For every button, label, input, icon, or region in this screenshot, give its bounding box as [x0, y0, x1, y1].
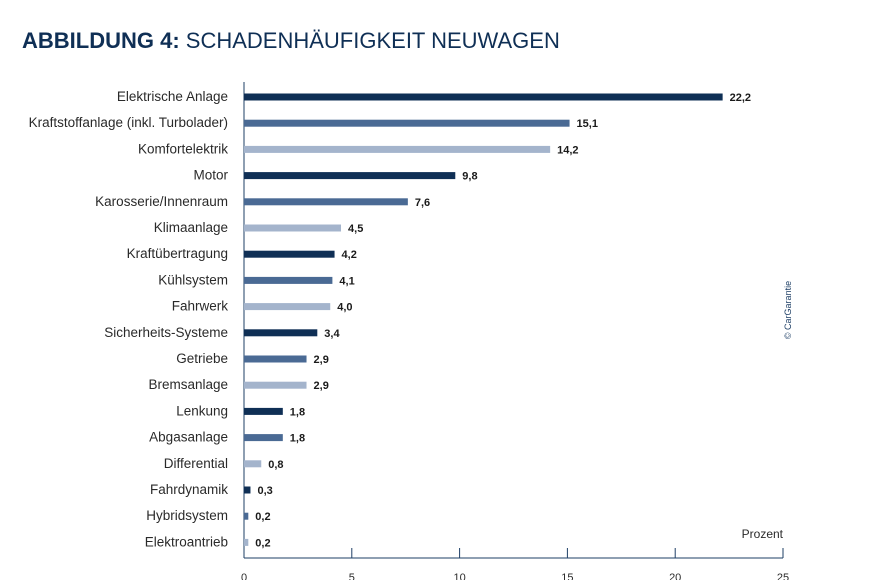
x-axis-unit-label: Prozent [742, 527, 784, 541]
bar [244, 145, 551, 153]
data-label: 2,9 [314, 380, 329, 392]
category-label: Lenkung [176, 403, 228, 418]
data-label: 0,8 [268, 459, 283, 471]
category-label: Elektroantrieb [145, 534, 228, 549]
bar [244, 172, 456, 180]
category-label: Fahrdynamik [150, 482, 228, 497]
x-tick-label: 5 [349, 572, 355, 580]
bar [244, 355, 307, 363]
category-label: Getriebe [176, 351, 228, 366]
category-label: Differential [164, 456, 228, 471]
x-tick-label: 10 [453, 572, 465, 580]
category-label: Klimaanlage [154, 220, 228, 235]
data-label: 7,6 [415, 197, 430, 209]
figure-number: ABBILDUNG 4: [22, 28, 180, 53]
category-label: Komfortelektrik [138, 141, 228, 156]
bar [244, 303, 331, 311]
category-label: Kraftstoffanlage (inkl. Turbolader) [29, 115, 228, 130]
data-label: 4,0 [337, 302, 352, 314]
data-label: 1,8 [290, 433, 305, 445]
x-tick-label: 20 [669, 572, 681, 580]
data-label: 3,4 [324, 328, 340, 340]
category-label: Bremsanlage [148, 377, 228, 392]
bar [244, 93, 723, 101]
data-label: 22,2 [730, 92, 751, 104]
data-label: 9,8 [462, 171, 477, 183]
chart-title: ABBILDUNG 4: SCHADENHÄUFIGKEIT NEUWAGEN [22, 28, 560, 54]
data-label: 0,2 [255, 537, 270, 549]
copyright-note: © CarGarantie [783, 280, 793, 340]
x-tick-label: 25 [777, 572, 789, 580]
bar [244, 434, 283, 442]
data-label: 4,2 [342, 249, 357, 261]
bar [244, 381, 307, 389]
category-label: Kühlsystem [158, 272, 228, 287]
data-label: 14,2 [557, 144, 578, 156]
data-label: 1,8 [290, 406, 305, 418]
category-label: Elektrische Anlage [117, 89, 228, 104]
figure-title: SCHADENHÄUFIGKEIT NEUWAGEN [179, 28, 560, 53]
category-label: Hybridsystem [146, 508, 228, 523]
x-tick-label: 0 [241, 572, 247, 580]
bar [244, 329, 318, 337]
category-label: Abgasanlage [149, 430, 228, 445]
data-label: 4,1 [339, 275, 354, 287]
category-label: Motor [193, 168, 228, 183]
category-label: Kraftübertragung [127, 246, 228, 261]
data-label: 0,2 [255, 511, 270, 523]
data-label: 4,5 [348, 223, 363, 235]
data-label: 15,1 [577, 118, 598, 130]
bar [244, 538, 249, 546]
category-label: Karosserie/Innenraum [95, 194, 228, 209]
data-label: 0,3 [257, 485, 272, 497]
category-label: Sicherheits-Systeme [104, 325, 228, 340]
bar [244, 250, 335, 258]
bar [244, 460, 262, 468]
bar [244, 119, 570, 127]
bar [244, 198, 408, 206]
x-tick-label: 15 [561, 572, 573, 580]
bar [244, 276, 333, 284]
category-label: Fahrwerk [172, 299, 229, 314]
bar [244, 512, 249, 520]
bar [244, 486, 251, 494]
bar [244, 407, 283, 415]
data-label: 2,9 [314, 354, 329, 366]
bar [244, 224, 342, 232]
